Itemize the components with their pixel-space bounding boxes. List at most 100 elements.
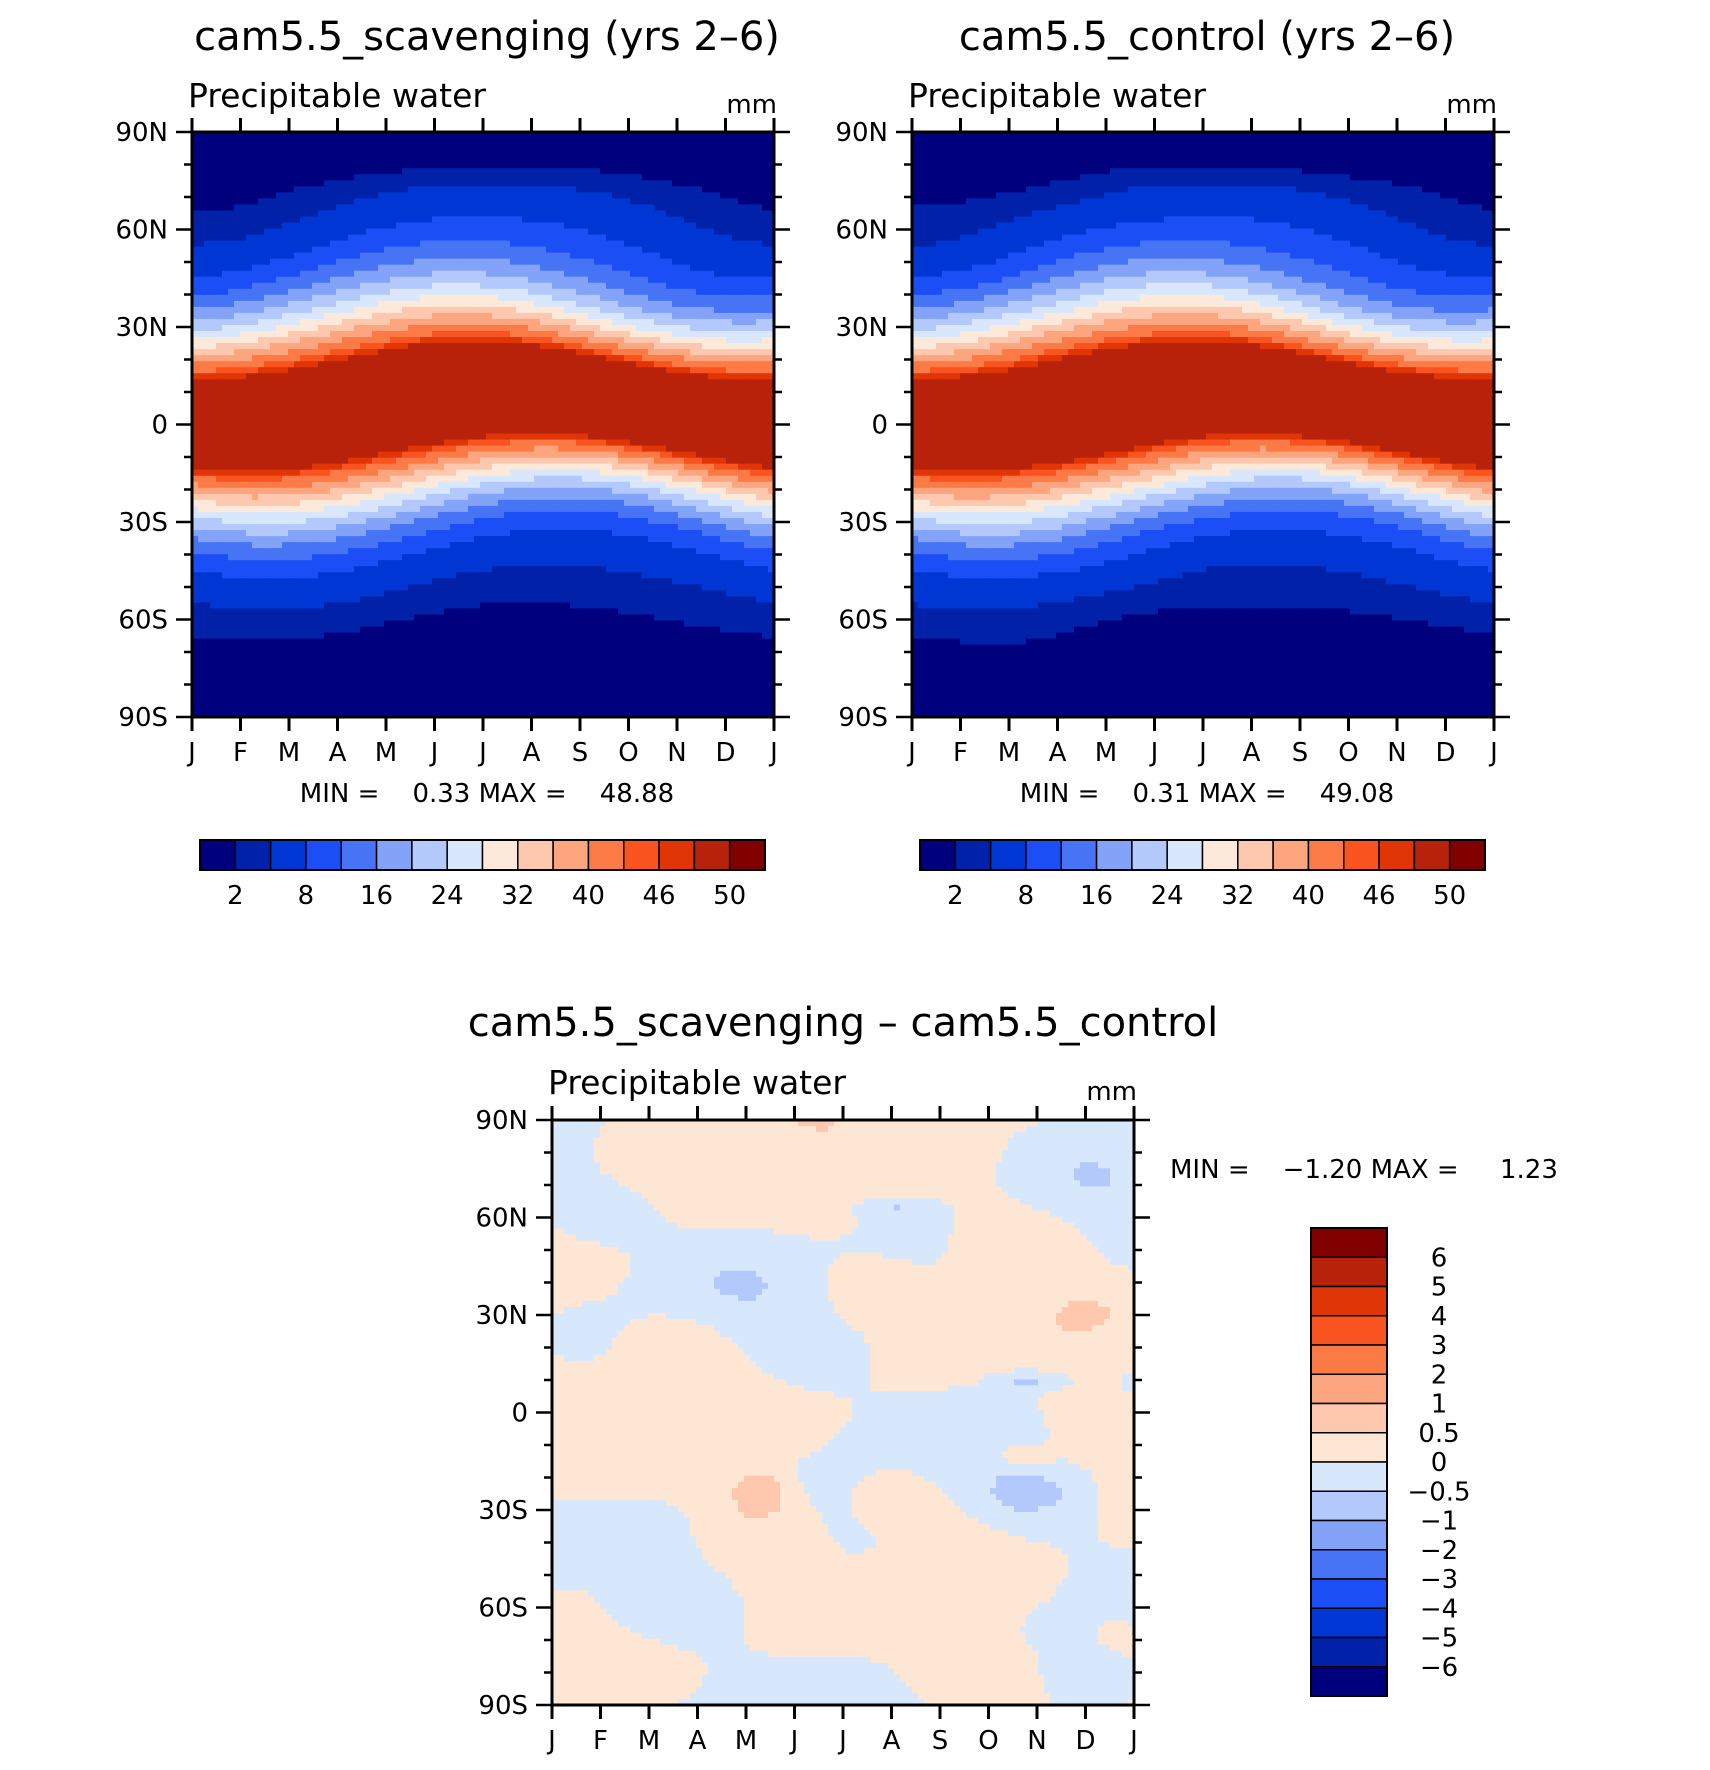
field-cell	[618, 246, 625, 254]
field-cell	[300, 312, 307, 320]
field-cell	[360, 421, 367, 429]
field-cell	[666, 264, 673, 272]
field-cell	[612, 409, 619, 417]
field-cell	[378, 276, 385, 284]
field-cell	[252, 385, 259, 392]
field-cell	[414, 343, 421, 350]
field-cell	[444, 331, 451, 338]
field-cell	[456, 180, 463, 187]
field-cell	[372, 156, 379, 163]
field-cell	[402, 409, 409, 417]
field-cell	[468, 349, 475, 356]
field-cell	[474, 409, 481, 417]
field-cell	[492, 222, 499, 230]
field-cell	[468, 373, 475, 380]
field-cell	[480, 379, 487, 386]
field-cell	[678, 252, 685, 260]
field-cell	[426, 306, 433, 314]
field-cell	[756, 318, 763, 326]
field-cell	[192, 210, 199, 218]
field-cell	[312, 180, 319, 187]
field-cell	[396, 180, 403, 187]
field-cell	[228, 174, 235, 181]
field-cell	[468, 192, 475, 199]
field-cell	[372, 403, 379, 411]
field-cell	[720, 138, 727, 145]
field-cell	[216, 150, 223, 157]
field-cell	[426, 162, 433, 169]
field-cell	[600, 282, 607, 290]
field-cell	[708, 397, 715, 404]
field-cell	[486, 276, 493, 284]
field-cell	[708, 192, 715, 199]
field-cell	[528, 174, 535, 181]
field-cell	[588, 294, 595, 302]
field-cell	[534, 373, 541, 380]
field-cell	[318, 337, 325, 344]
field-cell	[324, 415, 331, 423]
field-cell	[546, 186, 553, 193]
field-cell	[324, 264, 331, 272]
field-cell	[726, 216, 733, 224]
field-cell	[270, 186, 277, 193]
field-cell	[546, 228, 553, 236]
field-cell	[768, 397, 774, 404]
field-cell	[222, 210, 229, 218]
field-cell	[750, 252, 757, 260]
field-cell	[732, 162, 739, 169]
field-cell	[330, 433, 337, 441]
field-cell	[468, 427, 475, 435]
field-cell	[432, 397, 439, 404]
field-cell	[522, 300, 529, 308]
field-cell	[228, 168, 235, 175]
field-cell	[456, 343, 463, 350]
field-cell	[450, 204, 457, 211]
field-cell	[474, 355, 481, 362]
field-cell	[240, 264, 247, 272]
field-cell	[504, 144, 511, 151]
field-cell	[702, 379, 709, 386]
field-cell	[360, 349, 367, 356]
field-cell	[522, 361, 529, 368]
field-cell	[474, 132, 481, 139]
field-cell	[750, 312, 757, 320]
field-cell	[390, 156, 397, 163]
field-cell	[486, 385, 493, 392]
field-cell	[480, 349, 487, 356]
field-cell	[450, 433, 457, 441]
field-cell	[480, 192, 487, 199]
field-cell	[348, 403, 355, 411]
field-cell	[570, 385, 577, 392]
field-cell	[360, 427, 367, 435]
field-cell	[300, 355, 307, 362]
field-cell	[690, 361, 697, 368]
field-cell	[696, 138, 703, 145]
field-cell	[354, 282, 361, 290]
field-cell	[390, 192, 397, 199]
field-cell	[420, 288, 427, 296]
field-cell	[264, 216, 271, 224]
field-cell	[462, 258, 469, 266]
field-cell	[558, 403, 565, 411]
field-cell	[726, 168, 733, 175]
field-cell	[708, 367, 715, 374]
field-cell	[522, 355, 529, 362]
field-cell	[204, 324, 211, 332]
field-cell	[282, 264, 289, 272]
field-cell	[678, 168, 685, 175]
field-cell	[246, 324, 253, 332]
field-cell	[732, 282, 739, 290]
field-cell	[690, 367, 697, 374]
field-cell	[492, 391, 499, 398]
field-cell	[660, 312, 667, 320]
field-cell	[312, 288, 319, 296]
field-cell	[570, 324, 577, 332]
field-cell	[708, 337, 715, 344]
field-cell	[552, 349, 559, 356]
field-cell	[738, 397, 745, 404]
field-cell	[324, 379, 331, 386]
field-cell	[546, 246, 553, 254]
field-cell	[378, 403, 385, 411]
field-cell	[498, 379, 505, 386]
field-cell	[588, 216, 595, 224]
